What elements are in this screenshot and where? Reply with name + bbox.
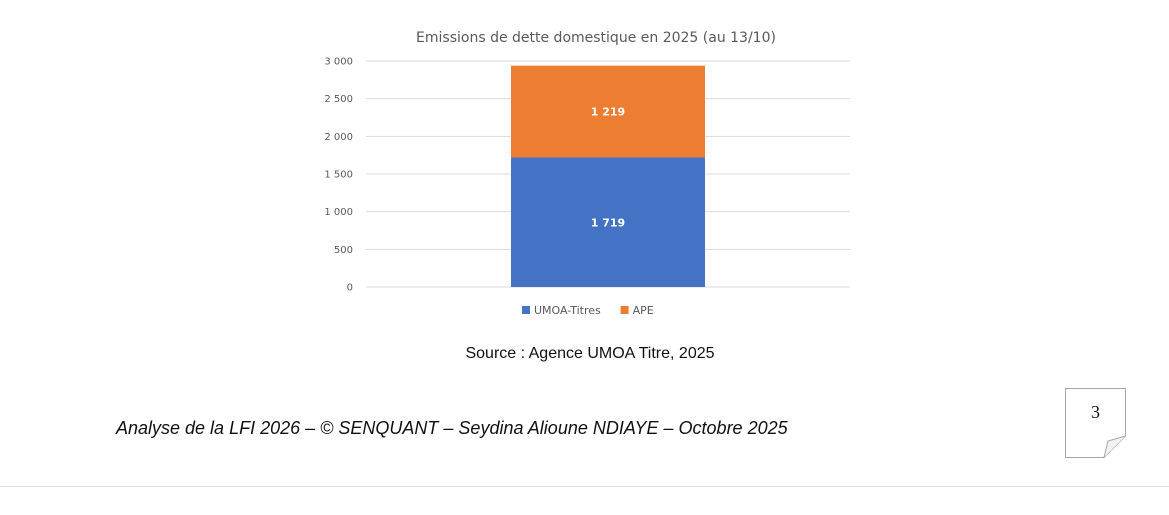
data-label: 1 719 — [591, 216, 625, 229]
page-number: 3 — [1091, 402, 1100, 422]
y-tick-label: 500 — [334, 245, 353, 256]
chart-title: Emissions de dette domestique en 2025 (a… — [416, 30, 776, 46]
bar-labels: 1 719 1 219 — [591, 106, 625, 230]
y-tick-label: 2 000 — [324, 132, 353, 143]
legend-swatch — [522, 306, 530, 314]
y-tick-label: 1 000 — [324, 207, 353, 218]
page-corner-icon — [1065, 388, 1126, 458]
source-caption: Source : Agence UMOA Titre, 2025 — [465, 345, 715, 362]
y-tick-label: 1 500 — [324, 170, 353, 181]
legend-label: APE — [633, 304, 654, 317]
data-label: 1 219 — [591, 106, 625, 119]
bar-ape — [511, 65, 705, 158]
y-tick-label: 3 000 — [324, 57, 353, 68]
legend-swatch — [620, 306, 629, 314]
y-axis: 0 500 1 000 1 500 2 000 2 500 3 000 — [324, 57, 353, 294]
y-tick-label: 2 500 — [324, 94, 353, 105]
page-divider — [0, 486, 1169, 487]
footer-text: Analyse de la LFI 2026 – © SENQUANT – Se… — [116, 418, 788, 438]
bars — [511, 65, 705, 287]
chart: Emissions de dette domestique en 2025 (a… — [324, 30, 850, 317]
bar-umoa-titres — [511, 157, 705, 287]
legend-label: UMOA-Titres — [534, 304, 601, 317]
y-tick-label: 0 — [347, 283, 353, 294]
legend: UMOA-Titres APE — [522, 304, 654, 317]
